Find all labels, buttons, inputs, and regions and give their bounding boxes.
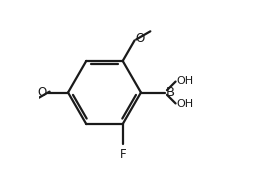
Text: OH: OH <box>177 76 194 86</box>
Text: O: O <box>135 32 145 45</box>
Text: O: O <box>37 86 47 99</box>
Text: OH: OH <box>177 99 194 109</box>
Text: F: F <box>119 148 126 161</box>
Text: B: B <box>166 86 175 99</box>
